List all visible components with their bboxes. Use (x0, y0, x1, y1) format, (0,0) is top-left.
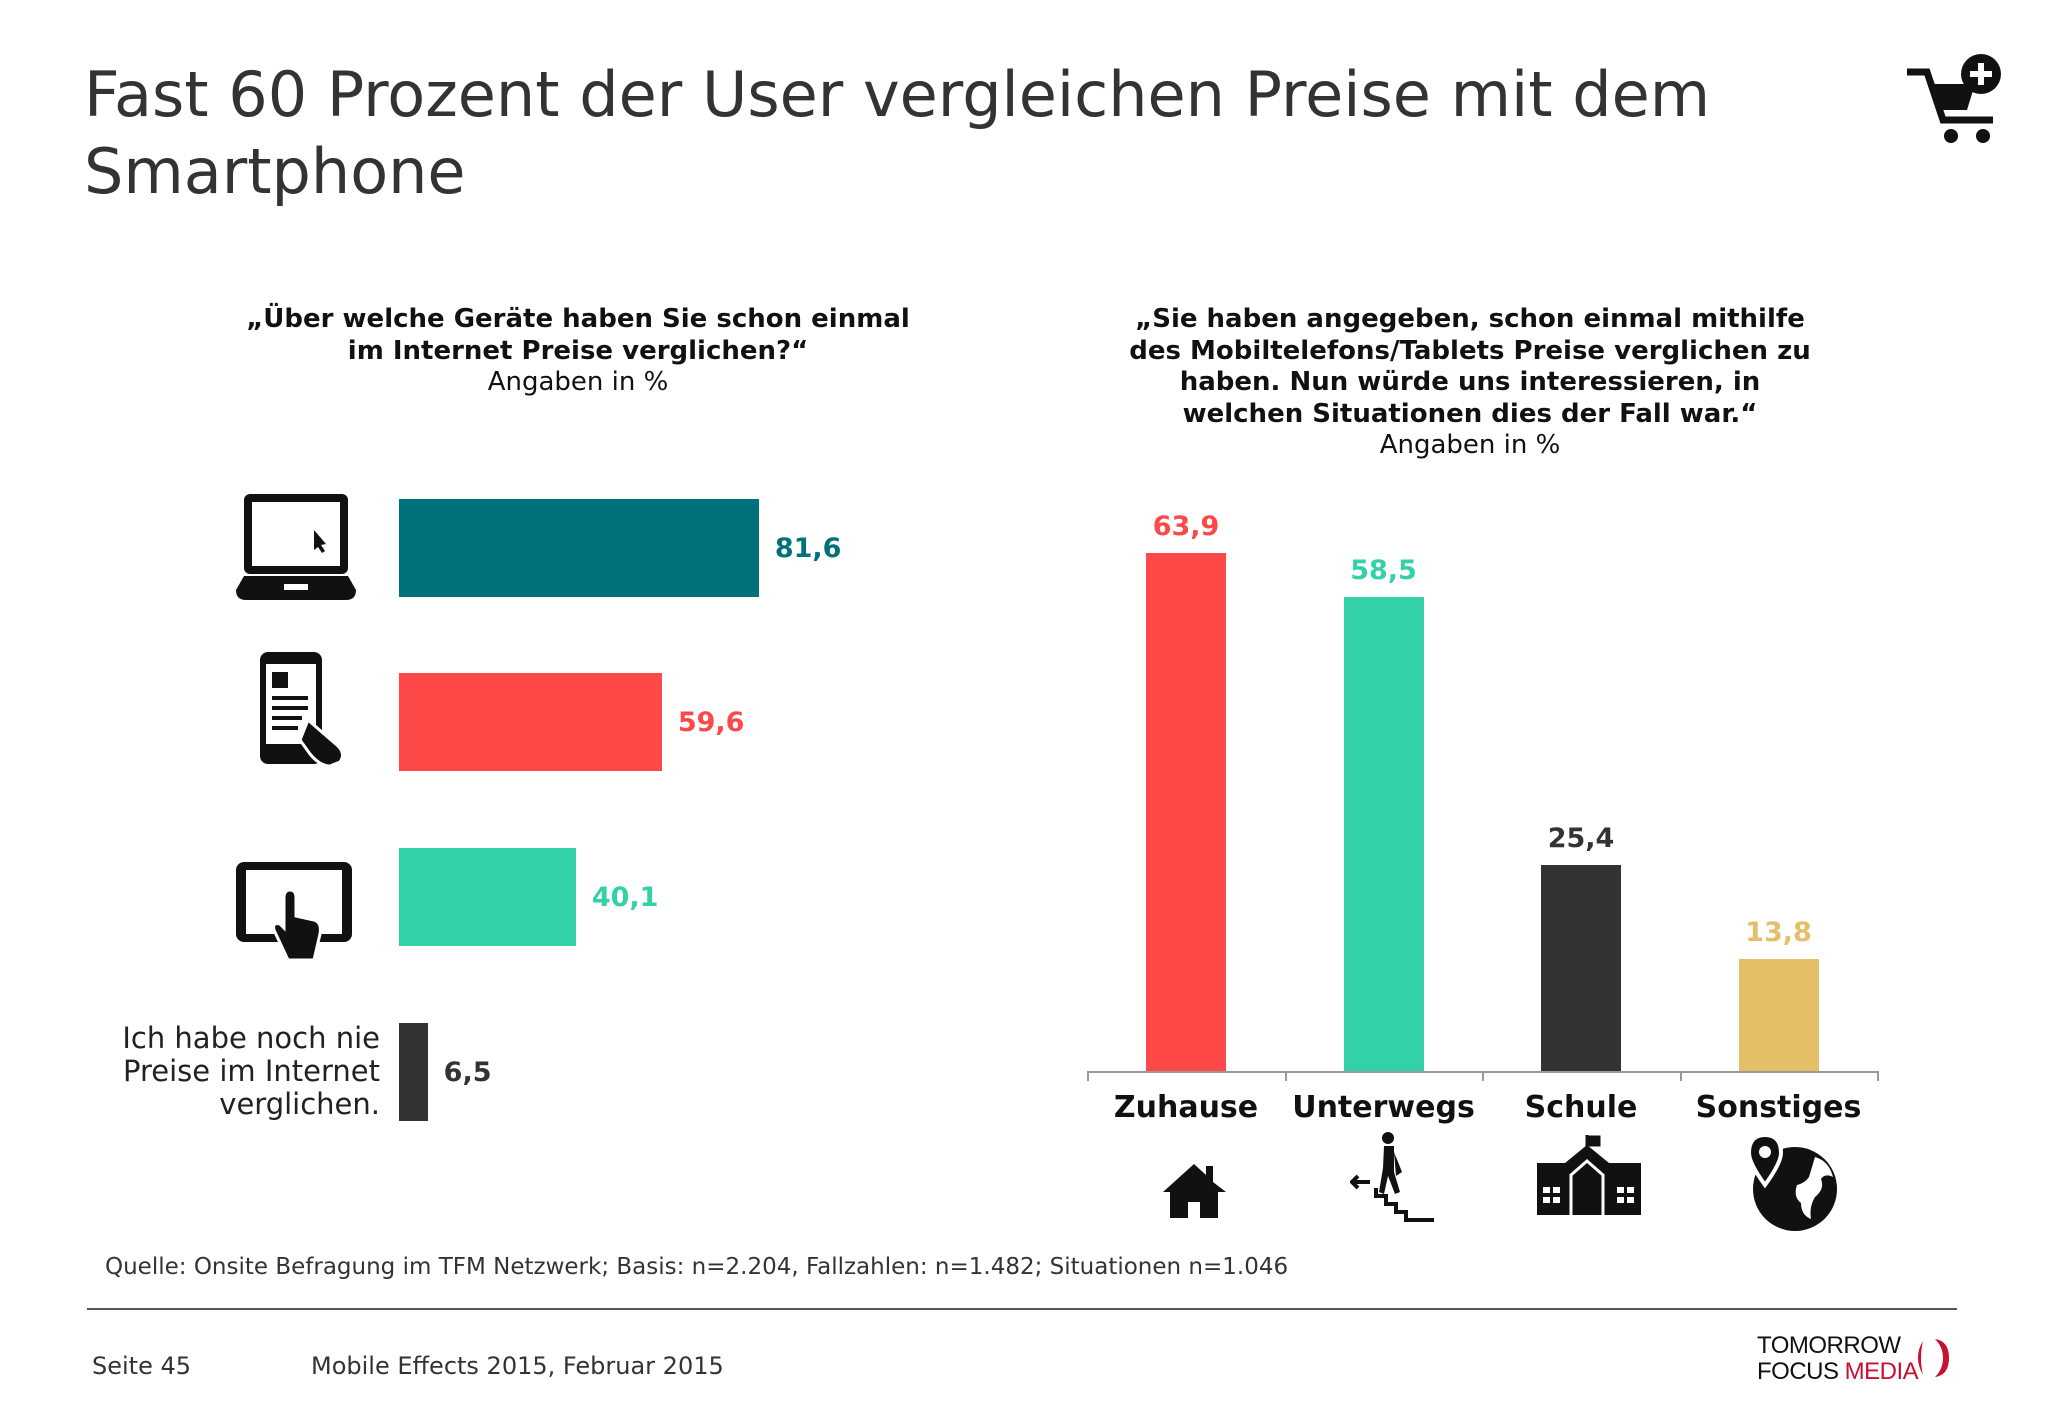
value-label: 81,6 (774, 533, 842, 564)
bar-unterwegs (1343, 597, 1424, 1071)
value-label: 59,6 (677, 707, 745, 738)
never-compared-label: Ich habe noch nie Preise im Internet vergl… (122, 1021, 380, 1121)
tomorrow-focus-media-logo: TOMORROW FOCUS MEDIA (1757, 1333, 1949, 1385)
left-chart-question: „Über welche Geräte haben Sie schon einm… (246, 304, 910, 397)
bar-2 (399, 673, 662, 771)
category-label: Unterwegs (1292, 1090, 1475, 1125)
x-tick (1877, 1071, 1879, 1081)
x-tick (1482, 1071, 1484, 1081)
smartphone-icon (260, 652, 345, 768)
value-label: 40,1 (591, 882, 659, 913)
page-title: Fast 60 Prozent der User vergleichen Pre… (84, 58, 1711, 208)
category-label: Sonstiges (1695, 1090, 1862, 1125)
shopping-cart-plus-icon (1907, 54, 2001, 143)
laptop-icon (236, 494, 356, 600)
bar-4 (399, 1023, 428, 1121)
school-icon (1537, 1135, 1641, 1215)
category-label: Schule (1524, 1090, 1638, 1125)
logo-mark-icon (1918, 1339, 1949, 1377)
bar-schule (1541, 865, 1621, 1071)
x-tick (1284, 1071, 1287, 1081)
footer-divider (87, 1308, 1957, 1310)
value-label: 58,5 (1350, 555, 1417, 587)
globe-pin-icon (1746, 1133, 1837, 1231)
tablet-icon (236, 862, 352, 962)
bar-sonstiges (1738, 959, 1819, 1071)
category-label: Zuhause (1113, 1090, 1259, 1125)
house-icon (1163, 1164, 1226, 1218)
value-label: 63,9 (1152, 511, 1220, 543)
publication: Mobile Effects 2015, Februar 2015 (311, 1352, 724, 1380)
bar-zuhause (1146, 553, 1226, 1071)
value-label: 13,8 (1745, 917, 1812, 949)
page-number: Seite 45 (92, 1352, 192, 1380)
source-note: Quelle: Onsite Befragung im TFM Netzwerk… (105, 1254, 1289, 1280)
value-label: 6,5 (443, 1057, 492, 1088)
x-tick (1087, 1071, 1089, 1081)
value-label: 25,4 (1547, 823, 1615, 855)
bar-3 (399, 848, 576, 946)
right-chart-question: „Sie haben angegeben, schon einmal mithi… (1129, 304, 1811, 460)
x-tick (1679, 1071, 1682, 1081)
walking-stairs-icon (1350, 1132, 1434, 1222)
bar-1 (399, 499, 759, 597)
